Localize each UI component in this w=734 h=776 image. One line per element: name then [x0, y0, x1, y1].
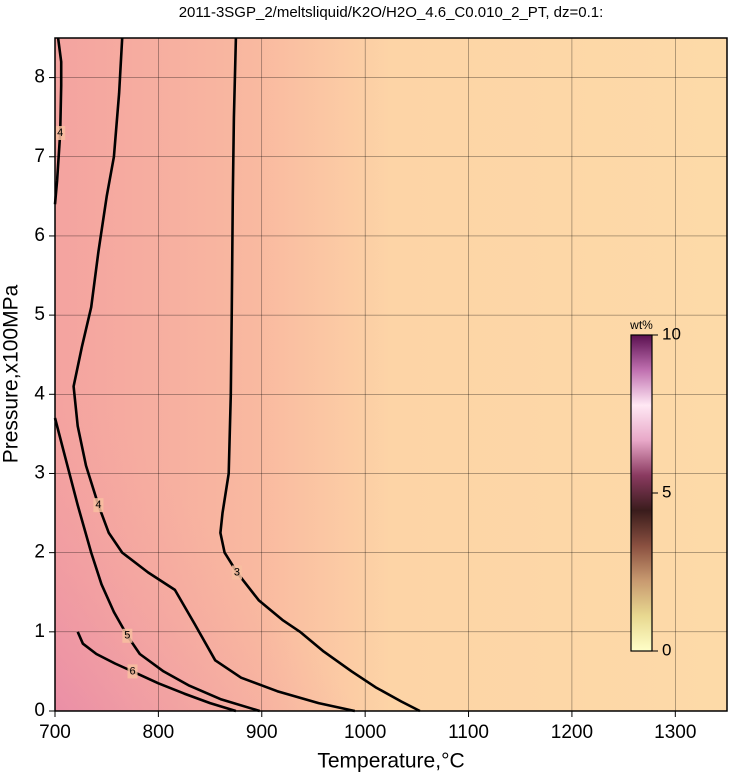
plot-frame: [54, 37, 728, 712]
colorbar-tick-label: 0: [662, 640, 671, 659]
x-tick-label: 800: [143, 722, 175, 743]
contour-label: 6: [129, 665, 135, 677]
y-tick-label: 5: [34, 304, 45, 325]
x-tick-label: 1000: [344, 722, 386, 743]
y-tick-label: 3: [34, 462, 45, 483]
y-tick-label: 1: [34, 621, 45, 642]
contour-label-bg: [93, 498, 104, 513]
y-axis-label: Pressure,x100MPa: [0, 284, 23, 463]
y-tick-label: 0: [34, 700, 45, 721]
contour-label-bg: [127, 664, 138, 679]
y-tick-label: 8: [34, 67, 45, 88]
contour-label: 4: [57, 127, 63, 139]
x-tick-label: 1300: [654, 722, 696, 743]
colorbar-tick-label: 10: [662, 324, 681, 343]
y-tick-label: 4: [34, 383, 45, 404]
colorbar-tick-label: 5: [662, 482, 671, 501]
contour-label-bg: [231, 565, 242, 580]
x-tick-label: 700: [39, 722, 71, 743]
contour-label: 4: [95, 499, 101, 511]
colorbar: [630, 334, 653, 652]
contour-line: [53, 417, 261, 713]
contour-label: 3: [234, 566, 240, 578]
y-tick-label: 7: [34, 146, 45, 167]
contour-line: [53, 37, 63, 205]
contour-label: 5: [124, 630, 130, 642]
x-axis-label: Temperature,°C: [317, 750, 464, 773]
contour-line: [219, 37, 421, 713]
contour-label-bg: [122, 628, 133, 643]
contour-label-bg: [55, 126, 66, 141]
x-tick-label: 900: [246, 722, 278, 743]
heatmap-shade: [55, 38, 395, 711]
y-tick-label: 6: [34, 225, 45, 246]
colorbar-label: wt%: [629, 318, 653, 332]
chart-title: 2011-3SGP_2/meltsliquid/K2O/H2O_4.6_C0.0…: [179, 4, 604, 21]
x-tick-label: 1100: [448, 722, 489, 743]
x-tick-label: 1200: [551, 722, 593, 743]
y-tick-label: 2: [34, 542, 45, 563]
